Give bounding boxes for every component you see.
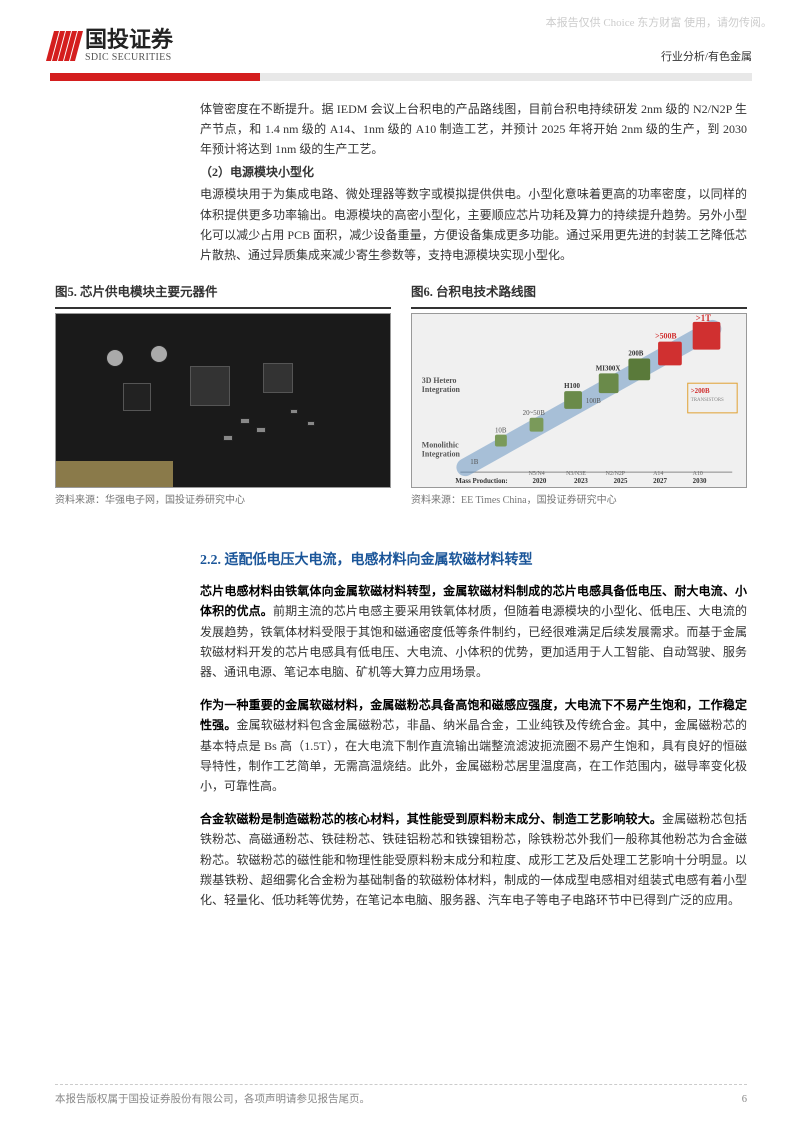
section-p3: 合金软磁粉是制造磁粉芯的核心材料，其性能受到原料粉末成分、制造工艺影响较大。金属… <box>200 809 747 911</box>
roadmap-left-label-2: Monolithic <box>422 441 459 450</box>
svg-text:N2/N2P: N2/N2P <box>606 471 626 477</box>
roadmap-chart: 3D Hetero Integration Monolithic Integra… <box>412 314 746 487</box>
svg-text:2030: 2030 <box>693 478 707 485</box>
figure-5-title: 图5. 芯片供电模块主要元器件 <box>55 282 391 303</box>
svg-text:10B: 10B <box>495 428 507 435</box>
footer-copyright: 本报告版权属于国投证券股份有限公司，各项声明请参见报告尾页。 <box>55 1091 370 1109</box>
svg-text:Integration: Integration <box>422 385 461 394</box>
figure-6-rule <box>411 307 747 309</box>
watermark-text: 本报告仅供 Choice 东方财富 使用，请勿传阅。 <box>546 14 772 33</box>
figure-5-rule <box>55 307 391 309</box>
section-p3-rest: 金属磁粉芯包括铁粉芯、高磁通粉芯、铁硅粉芯、铁硅铝粉芯和铁镍钼粉芯，除铁粉芯外我… <box>200 812 747 908</box>
logo-text-en: SDIC SECURITIES <box>85 52 173 63</box>
section-p2-rest: 金属软磁材料包含金属磁粉芯，非晶、纳米晶合金，工业纯铁及传统合金。其中，金属磁粉… <box>200 718 747 793</box>
svg-text:>500B: >500B <box>655 332 677 341</box>
svg-text:200B: 200B <box>628 351 643 358</box>
figure-6-source: 资料来源：EE Times China，国投证券研究中心 <box>411 492 747 509</box>
section-content: 2.2. 适配低电压大电流，电感材料向金属软磁材料转型 芯片电感材料由铁氧体向金… <box>0 509 802 911</box>
header-category: 行业分析/有色金属 <box>661 48 752 67</box>
logo: 国投证券 SDIC SECURITIES <box>50 28 173 63</box>
svg-text:N5/N4: N5/N4 <box>529 471 545 477</box>
svg-text:>200B: >200B <box>691 388 710 395</box>
intro-p2: 电源模块用于为集成电路、微处理器等数字或模拟提供供电。小型化意味着更高的功率密度… <box>200 184 747 266</box>
svg-text:20~50B: 20~50B <box>523 410 546 417</box>
intro-sub2-title: （2）电源模块小型化 <box>200 162 747 182</box>
figure-5-source: 资料来源：华强电子网，国投证券研究中心 <box>55 492 391 509</box>
svg-text:2023: 2023 <box>574 478 588 485</box>
svg-text:100B: 100B <box>586 398 601 405</box>
section-p3-bold: 合金软磁粉是制造磁粉芯的核心材料，其性能受到原料粉末成分、制造工艺影响较大。 <box>200 812 662 826</box>
page-number: 6 <box>742 1091 747 1109</box>
page-footer: 本报告版权属于国投证券股份有限公司，各项声明请参见报告尾页。 6 <box>55 1084 747 1109</box>
svg-text:Integration: Integration <box>422 449 461 458</box>
page-header: 国投证券 SDIC SECURITIES 行业分析/有色金属 <box>0 0 802 67</box>
svg-text:A10: A10 <box>693 471 703 477</box>
svg-text:H100: H100 <box>564 383 580 390</box>
section-heading: 2.2. 适配低电压大电流，电感材料向金属软磁材料转型 <box>200 549 747 573</box>
figure-5-image <box>55 313 391 488</box>
svg-text:A14: A14 <box>653 471 663 477</box>
intro-p1: 体管密度在不断提升。据 IEDM 会议上台积电的产品路线图，目前台积电持续研发 … <box>200 99 747 160</box>
svg-text:2027: 2027 <box>653 478 667 485</box>
svg-text:>1T: >1T <box>696 314 711 323</box>
svg-text:N3/N3E: N3/N3E <box>566 471 586 477</box>
intro-content: 体管密度在不断提升。据 IEDM 会议上台积电的产品路线图，目前台积电持续研发 … <box>0 81 802 266</box>
svg-text:2025: 2025 <box>614 478 628 485</box>
roadmap-left-label-1: 3D Hetero <box>422 376 457 385</box>
figures-row: 图5. 芯片供电模块主要元器件 资料来源：华强电子网，国投证券研究中心 图6. … <box>0 268 802 509</box>
svg-text:TRANSISTORS: TRANSISTORS <box>691 398 724 403</box>
header-accent-bar <box>50 73 752 81</box>
section-p1: 芯片电感材料由铁氧体向金属软磁材料转型，金属软磁材料制成的芯片电感具备低电压、耐… <box>200 581 747 683</box>
logo-icon <box>50 31 79 61</box>
figure-6-image: 3D Hetero Integration Monolithic Integra… <box>411 313 747 488</box>
svg-text:MI300X: MI300X <box>596 365 621 372</box>
figure-5: 图5. 芯片供电模块主要元器件 资料来源：华强电子网，国投证券研究中心 <box>55 282 391 509</box>
section-p2: 作为一种重要的金属软磁材料，金属磁粉芯具备高饱和磁感应强度，大电流下不易产生饱和… <box>200 695 747 797</box>
svg-text:2020: 2020 <box>533 478 547 485</box>
svg-text:1B: 1B <box>470 459 478 466</box>
figure-6: 图6. 台积电技术路线图 3D Hetero Integration Monol… <box>411 282 747 509</box>
figure-6-title: 图6. 台积电技术路线图 <box>411 282 747 303</box>
logo-text-cn: 国投证券 <box>85 28 173 52</box>
section-p1-rest: 前期主流的芯片电感主要采用铁氧体材质，但随着电源模块的小型化、低电压、大电流的发… <box>200 604 747 679</box>
roadmap-axis-label: Mass Production: <box>455 478 507 485</box>
